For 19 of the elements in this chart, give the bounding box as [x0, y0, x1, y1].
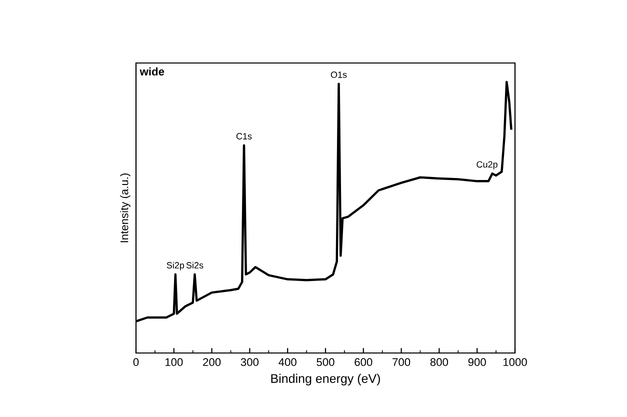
x-tick-label: 200 — [203, 358, 221, 366]
annotation: Cu2p — [476, 161, 498, 170]
annotation: C1s — [236, 133, 252, 140]
x-tick-label: 0 — [133, 358, 139, 366]
x-tick-label: 1000 — [503, 358, 527, 366]
x-tick-label: 800 — [430, 358, 448, 366]
x-tick-label: 400 — [278, 358, 296, 366]
x-axis-title: Binding energy (eV) — [271, 374, 380, 386]
annotation: O1s — [330, 72, 347, 78]
chart-title: wide — [140, 67, 164, 76]
x-tick-label: 100 — [165, 358, 183, 366]
annotation: Si2s — [186, 262, 204, 268]
annotation: Si2p — [166, 262, 184, 270]
x-tick-label: 900 — [468, 358, 486, 366]
x-tick-label: 500 — [316, 358, 334, 366]
x-tick-label: 700 — [392, 358, 410, 366]
y-axis-title: Intensity (a.u.) — [120, 173, 130, 242]
x-tick-label: 600 — [354, 358, 372, 366]
x-tick-label: 300 — [240, 358, 259, 366]
